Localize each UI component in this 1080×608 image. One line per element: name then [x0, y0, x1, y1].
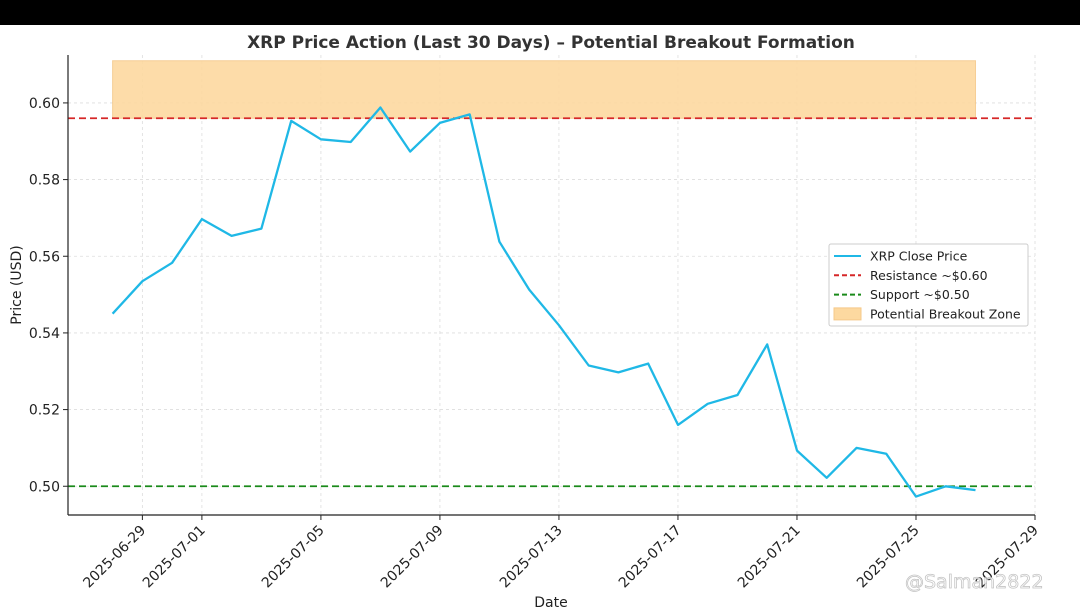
- series-layer: [111, 106, 976, 498]
- x-tick-label: 2025-07-13: [497, 523, 566, 592]
- watermark: @Salman2822: [905, 571, 1044, 593]
- x-axis-label: Date: [534, 595, 567, 608]
- breakout-zone: [112, 60, 976, 119]
- y-tick-label: 0.52: [29, 403, 60, 419]
- y-ticks: 0.50 0.52 0.54 0.56 0.58 0.60: [29, 96, 68, 495]
- top-black-bar: [0, 0, 1080, 25]
- zone-layer: [112, 60, 976, 119]
- legend-box: [828, 243, 1029, 327]
- y-tick-label: 0.58: [29, 173, 60, 189]
- chart-title: XRP Price Action (Last 30 Days) – Potent…: [247, 33, 855, 53]
- x-tick-label: 2025-07-01: [140, 523, 209, 592]
- xrp-close-price-line: [111, 106, 976, 498]
- y-tick-label: 0.54: [29, 326, 60, 342]
- legend-label: Resistance ~$0.60: [870, 268, 988, 283]
- y-axis-label: Price (USD): [9, 245, 25, 324]
- legend: XRP Close Price Resistance ~$0.60 Support …: [828, 243, 1029, 327]
- x-tick-label: 2025-06-29: [80, 523, 149, 592]
- legend-label: Potential Breakout Zone: [870, 306, 1021, 321]
- legend-label: XRP Close Price: [870, 249, 968, 264]
- x-tick-label: 2025-07-09: [378, 523, 447, 592]
- y-tick-label: 0.56: [29, 249, 60, 265]
- x-tick-label: 2025-07-05: [259, 523, 328, 592]
- legend-swatch: [833, 307, 862, 321]
- x-tick-label: 2025-07-21: [735, 523, 804, 592]
- reference-lines-layer: [68, 117, 1035, 488]
- y-tick-label: 0.50: [29, 479, 60, 495]
- legend-label: Support ~$0.50: [870, 287, 970, 302]
- y-tick-label: 0.60: [29, 96, 60, 112]
- x-tick-label: 2025-07-17: [616, 523, 685, 592]
